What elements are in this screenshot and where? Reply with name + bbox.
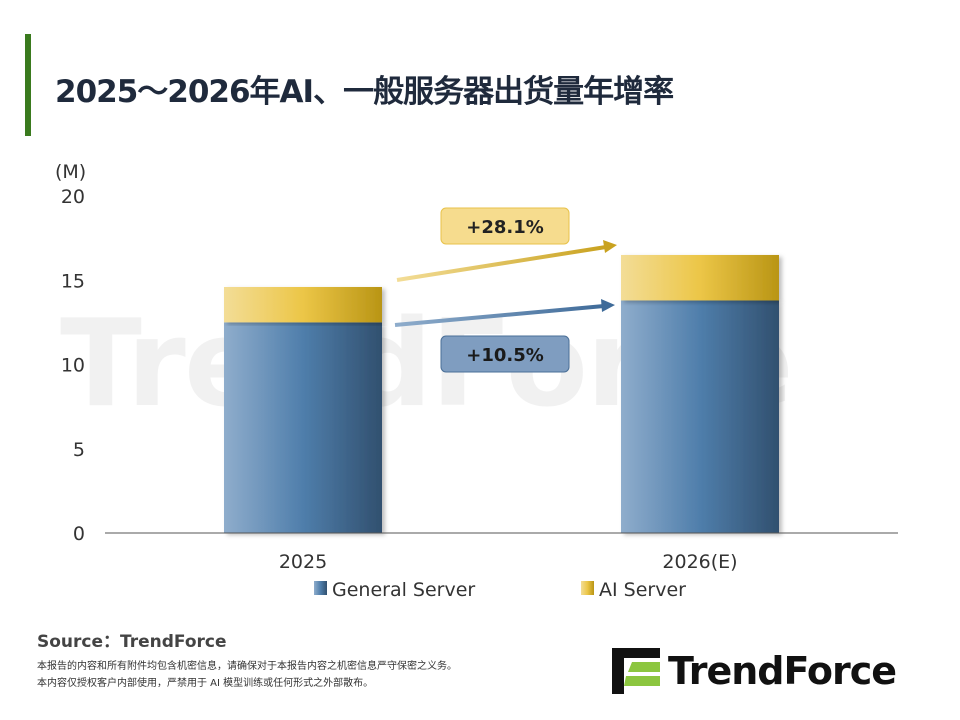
confidential-note-2: 本内容仅授权客户内部使用，严禁用于 AI 模型训练或任何形式之外部散布。 [37, 678, 374, 689]
bar-general-2025 [224, 322, 382, 533]
y-axis-label: (M) [55, 161, 86, 183]
source-label: Source：TrendForce [37, 632, 227, 652]
bar-general-2026(E) [621, 300, 779, 533]
y-tick-label: 20 [61, 186, 85, 208]
ai-growth-label-box [440, 207, 570, 245]
bar-ai-2025 [224, 286, 382, 323]
general-growth-arrow [394, 304, 605, 327]
trendforce-logo-text: TrendForce [668, 649, 897, 693]
y-tick-label: 10 [61, 355, 85, 377]
legend-label-general: General Server [332, 579, 475, 601]
general-growth-label: +10.5% [466, 345, 544, 366]
legend-swatch-general [314, 581, 327, 595]
ai-growth-arrow [396, 245, 607, 282]
page-title: 2025～2026年AI、一般服务器出货量年增率 [55, 74, 674, 110]
ai-growth-label: +28.1% [466, 217, 544, 238]
x-tick-label: 2025 [279, 551, 327, 573]
legend-swatch-ai [581, 581, 594, 595]
y-tick-label: 0 [73, 523, 85, 545]
general-growth-label-box [440, 335, 570, 373]
ai-arrow-head [603, 240, 617, 253]
x-tick-label: 2026(E) [662, 551, 737, 573]
legend-label-ai: AI Server [599, 579, 686, 601]
y-tick-label: 15 [61, 270, 85, 292]
confidential-note-1: 本报告的内容和所有附件均包含机密信息，请确保对于本报告内容之机密信息严守保密之义… [37, 661, 457, 672]
trendforce-logo-icon [612, 648, 660, 694]
general-arrow-head [601, 299, 615, 312]
bar-ai-2026(E) [621, 254, 779, 301]
trendforce-logo: TrendForce [612, 648, 897, 694]
title-accent-bar [25, 34, 31, 136]
y-tick-label: 5 [73, 439, 85, 461]
